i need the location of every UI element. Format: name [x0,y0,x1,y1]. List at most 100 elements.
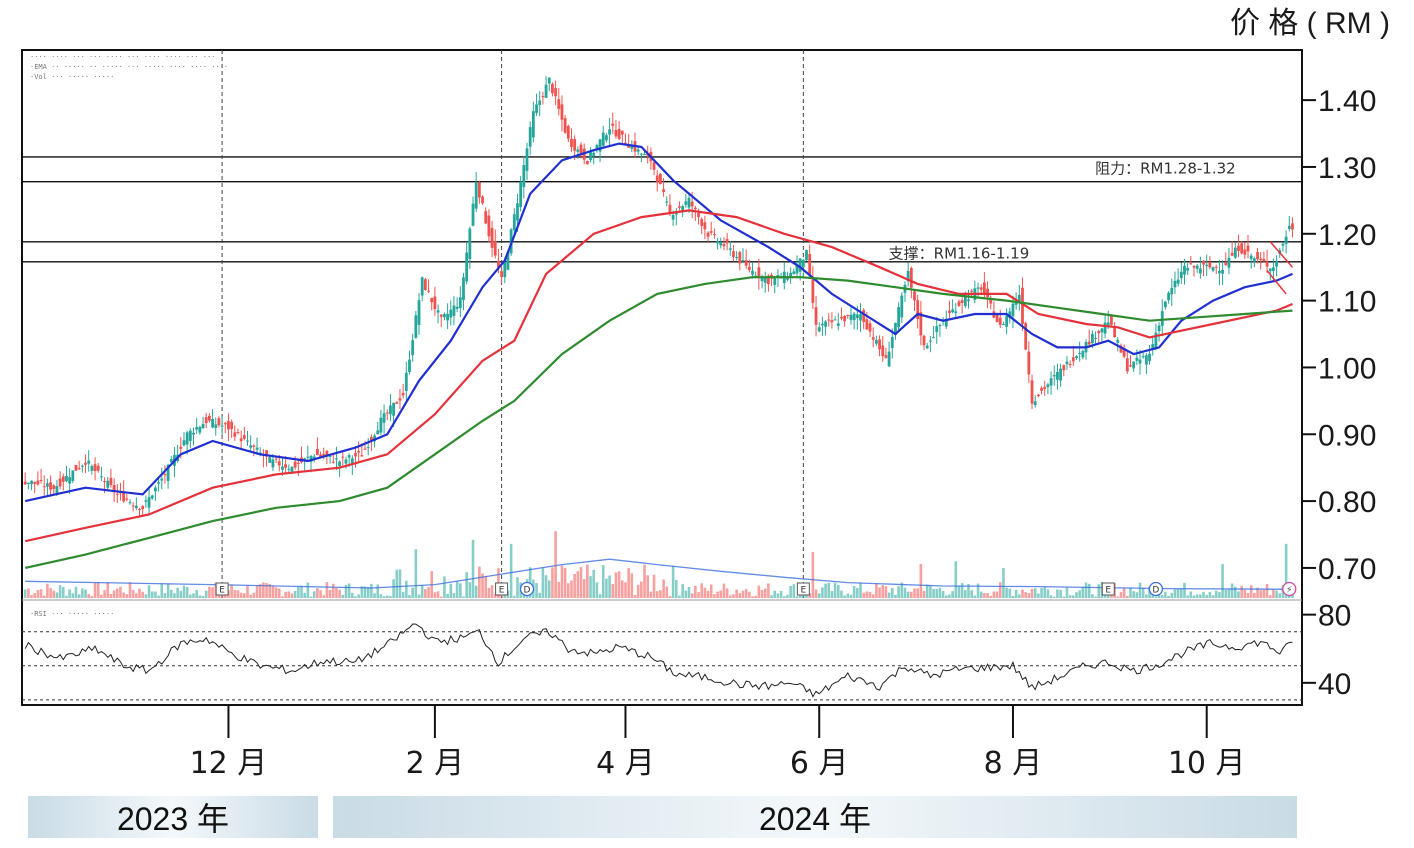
volume-bar [960,583,964,598]
candle-body [1141,356,1145,358]
candle-body [84,462,87,465]
volume-bar [973,595,977,598]
candle-body [840,316,843,319]
volume-bar [916,588,919,598]
volume-bar [1043,586,1047,598]
candle-body [995,314,999,323]
volume-bar [1186,595,1189,598]
volume-bar [547,580,551,598]
volume-bar [640,581,643,598]
volume-bar [39,589,43,598]
volume-bar [370,583,373,598]
candle-body [455,306,459,309]
price-tick-label: 0.90 [1318,419,1376,452]
candle-body [919,312,923,336]
volume-bar [201,595,205,598]
volume-bar [1132,591,1135,598]
candle-body [1202,260,1205,265]
candle-body [49,482,52,490]
volume-bar [268,584,272,598]
candle-body [96,465,100,471]
volume-bar [36,590,40,598]
candle-body [512,214,516,231]
volume-bar [1065,587,1069,598]
candle-body [1291,223,1294,230]
volume-bar [636,584,640,598]
volume-bar [1237,591,1240,598]
volume-bar [551,567,554,598]
candle-body [93,464,97,471]
volume-bar [462,596,465,598]
marker-earnings: E [495,582,509,596]
marker-label: D [1152,586,1159,596]
candle-body [611,123,615,126]
candle-body [624,142,627,144]
candle-body [1154,332,1158,349]
candle-body [1116,340,1120,343]
volume-bar [538,592,542,598]
candle-body [522,164,526,188]
marker-box [495,582,509,596]
candle-body [207,415,211,421]
volume-bar [836,584,840,598]
volume-bar [1027,593,1031,598]
candle-body [328,455,332,457]
volume-bar [90,595,94,598]
candle-body [290,466,294,472]
volume-bar [671,565,675,598]
candle-body [687,197,691,208]
volume-bar [87,594,90,598]
candle-body [531,111,535,138]
year-bar-2023: 2023 年 [28,796,318,838]
candle-body [188,430,192,441]
candle-body [1100,328,1104,333]
volume-bar [910,591,913,598]
volume-bar [767,583,770,598]
volume-bar [500,593,503,598]
volume-bar [929,585,932,598]
volume-bar [995,591,999,598]
candle-body [922,335,926,346]
volume-bar [1278,593,1282,598]
candle-body [274,458,278,460]
candle-body [1259,258,1263,261]
volume-bar [481,573,484,598]
candle-body [1214,266,1218,268]
volume-bar [382,596,386,598]
candle-body [420,277,424,296]
volume-bar [373,593,376,598]
candle-body [671,214,675,220]
volume-bar [255,585,259,598]
candle-body [630,146,634,149]
candle-body [369,436,373,441]
candle-body [315,448,319,456]
volume-bar [713,594,716,598]
candle-body [357,451,361,453]
volume-bar [1173,589,1177,598]
candle-body [1056,371,1059,380]
volume-ma-line [25,558,1293,590]
candle-body [347,455,351,458]
candle-body [46,483,49,487]
volume-bar [678,595,681,598]
candle-body [443,314,446,318]
volume-bar [249,594,252,598]
candle-body [849,314,853,320]
volume-bar [493,594,497,598]
volume-bar [535,583,538,598]
candle-body [1046,384,1050,388]
volume-bar [875,583,878,598]
volume-bar [338,589,341,598]
candle-body [1078,353,1082,355]
candle-body [827,319,831,321]
candle-body [916,300,920,320]
volume-bar [230,584,233,598]
candle-body [204,417,208,424]
candle-body [528,127,532,147]
volume-bar [541,567,545,598]
candle-body [319,454,322,457]
volume-bar [919,563,923,598]
volume-bar [1072,595,1075,598]
candle-body [271,459,275,468]
volume-bar [1224,589,1228,598]
